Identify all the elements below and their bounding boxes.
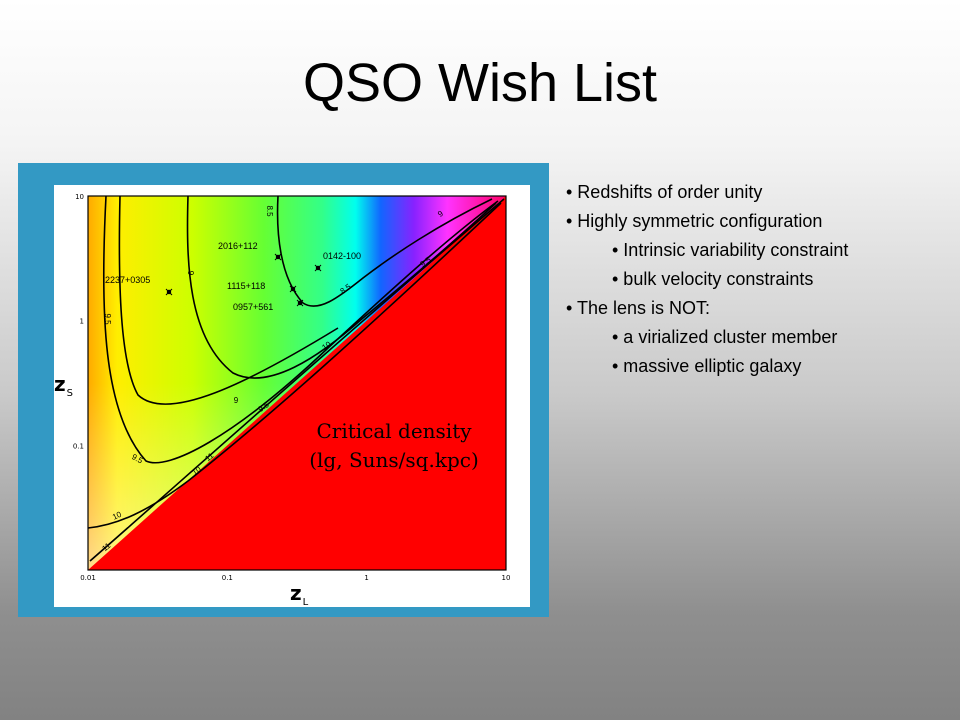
lens-point-label: 2237+0305 [105, 275, 150, 285]
contour-line-9-upper [186, 195, 497, 379]
annotation-line-1: Critical density [316, 419, 472, 443]
contour-label: 9 [436, 209, 445, 219]
x-axis-label-sub: L [303, 597, 309, 608]
contour-line-9-lower [118, 195, 339, 405]
contour-label: 9.5 [103, 313, 112, 325]
bullet-list: • Redshifts of order unity • Highly symme… [566, 178, 956, 381]
lens-point-label: 1115+118 [227, 281, 265, 291]
y-tick-label: 10 [75, 193, 84, 201]
contour-label: 10 [111, 510, 123, 522]
x-axis-label: zL [290, 581, 309, 608]
contour-lines [87, 195, 505, 562]
chart-figure: 8.5 8.5 9 9 9 9.5 9.5 9.5 9.5 10 10 10 11 11 2237+030… [18, 163, 549, 617]
lens-point-cross [296, 299, 304, 307]
x-tick-label: 0.01 [80, 574, 96, 582]
lens-point-label: 2016+112 [218, 241, 258, 251]
sub-bullet-item: • massive elliptic galaxy [612, 356, 802, 376]
contour-label: 8.5 [265, 205, 274, 217]
x-tick-label: 0.1 [222, 574, 233, 582]
y-axis-label-sub: S [67, 388, 73, 399]
sub-bullet-item: • a virialized cluster member [612, 327, 838, 347]
contour-line-11 [89, 198, 505, 562]
y-tick-label: 1 [80, 318, 84, 326]
sub-bullet-item: • Intrinsic variability constraint [612, 240, 849, 260]
lens-point-cross [165, 288, 173, 296]
x-axis-label-main: z [290, 581, 302, 605]
y-axis-label-main: z [54, 372, 66, 396]
lens-point-cross [314, 264, 322, 272]
lens-points: 2237+0305 2016+112 0142-100 1115+118 0957+56… [105, 241, 361, 312]
contour-label: 9 [234, 396, 239, 405]
x-tick-label: 1 [364, 574, 368, 582]
lens-point-cross [289, 285, 297, 293]
contour-line-9.5 [102, 195, 499, 464]
y-tick-label: 0.1 [73, 442, 84, 450]
y-axis-label: zS [54, 372, 73, 399]
lens-point-label: 0957+561 [233, 302, 273, 312]
lens-point-label: 0142-100 [323, 251, 361, 261]
annotation-line-2: (lg, Suns/sq.kpc) [309, 448, 479, 472]
contour-line-10 [87, 202, 502, 529]
sub-bullet-item: • bulk velocity constraints [612, 269, 814, 289]
bullet-item: • The lens is NOT: [566, 298, 711, 318]
bullet-item: • Redshifts of order unity [566, 182, 763, 202]
plot-border [87, 195, 507, 571]
tick-labels: 0.01 0.1 1 10 0.1 1 10 [73, 193, 511, 582]
lens-point-cross [274, 253, 282, 261]
contour-line-8.5 [276, 195, 493, 307]
slide-title: QSO Wish List [302, 53, 658, 113]
bullet-item: • Highly symmetric configuration [566, 211, 823, 231]
x-tick-label: 10 [502, 574, 511, 582]
contour-label: 9 [186, 271, 195, 276]
